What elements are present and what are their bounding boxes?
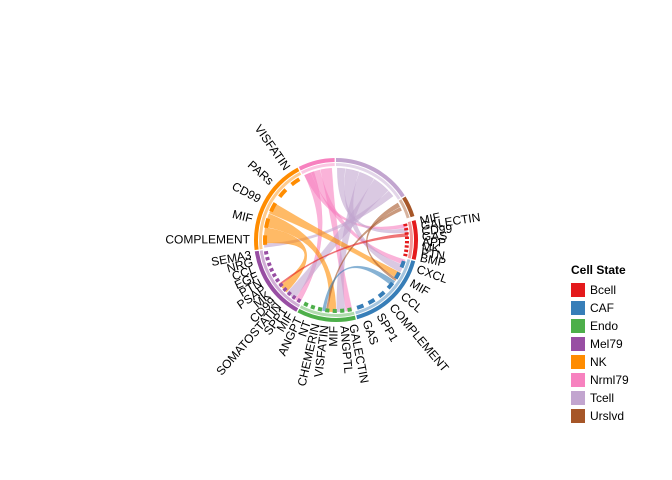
legend-swatch [571,355,585,369]
legend-item-mel79: Mel79 [571,335,629,353]
legend-label: Tcell [590,391,614,405]
pathway-label: SOMATOSTATIN [213,300,284,378]
pathway-tick [303,302,308,307]
legend-swatch [571,319,585,333]
pathway-tick [333,309,337,313]
pathway-tick [403,254,407,257]
pathway-tick [404,228,408,231]
pathway-tick [403,223,407,226]
pathway-label: CD99 [230,179,264,206]
legend-swatch [571,373,585,387]
legend-item-tcell: Tcell [571,389,629,407]
legend-label: Bcell [590,283,616,297]
pathway-tick [356,304,364,310]
legend-items: Bcell CAF Endo Mel79 NK Nrml79 Tcell Urslvd [571,281,629,425]
pathway-tick [318,307,323,312]
pathway-tick [264,251,269,255]
pathway-label: COMPLEMENT [165,232,250,246]
legend-title: Cell State [571,263,629,277]
pathway-tick [265,257,270,261]
pathway-label: PARs [245,158,277,188]
pathway-tick [267,262,272,266]
pathway-tick [405,237,409,240]
pathway-tick [405,245,409,248]
pathway-tick [310,305,315,310]
pathway-tick [269,268,274,273]
legend-item-bcell: Bcell [571,281,629,299]
legend-label: CAF [590,301,614,315]
pathway-tick [405,241,409,244]
legend-item-endo: Endo [571,317,629,335]
legend-item-nrml79: Nrml79 [571,371,629,389]
legend: Cell State Bcell CAF Endo Mel79 NK Nrml79 Tcel… [571,263,629,425]
legend-swatch [571,301,585,315]
pathway-tick [272,273,277,278]
pathway-tick [405,232,409,235]
legend-item-nk: NK [571,353,629,371]
legend-swatch [571,337,585,351]
pathway-label: MIF [231,207,254,225]
legend-label: Urslvd [590,409,624,423]
legend-swatch [571,409,585,423]
pathway-tick [263,235,267,245]
legend-swatch [571,391,585,405]
legend-label: Nrml79 [590,373,629,387]
pathway-tick [340,309,344,313]
legend-item-urslvd: Urslvd [571,407,629,425]
pathway-tick [275,278,280,283]
legend-swatch [571,283,585,297]
legend-label: Mel79 [590,337,623,351]
legend-label: Endo [590,319,618,333]
legend-item-caf: CAF [571,299,629,317]
sector-inner-bcell [408,221,413,258]
legend-label: NK [590,355,607,369]
pathway-tick [325,308,330,312]
pathway-tick [404,249,408,252]
